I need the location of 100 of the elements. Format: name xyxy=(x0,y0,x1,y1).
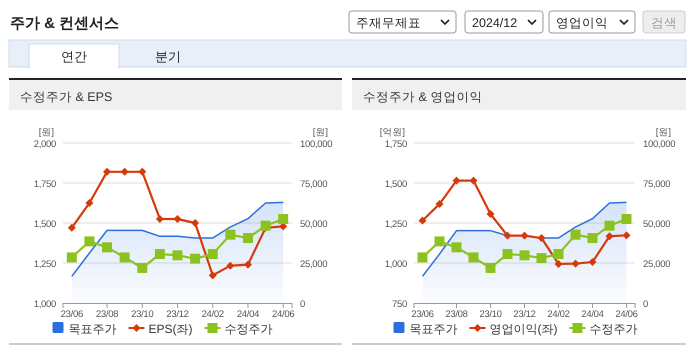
x-tick-label: 23/08 xyxy=(445,309,468,320)
point xyxy=(225,230,236,240)
chart-title: 수정주가 & 영업이익 xyxy=(363,90,482,104)
y-axis-title: [원] xyxy=(38,127,54,138)
y2-tick-label: 100,000 xyxy=(300,139,332,150)
legend-label: 영업이익(좌) xyxy=(490,322,558,336)
y-tick-label: 1,750 xyxy=(384,139,408,150)
x-tick-label: 24/02 xyxy=(202,309,224,320)
point xyxy=(588,258,596,266)
point xyxy=(191,219,200,227)
point xyxy=(606,232,614,240)
y-tick-label: 1,750 xyxy=(34,179,56,190)
x-tick-label: 23/10 xyxy=(479,309,502,320)
text: 2024/12 xyxy=(472,16,518,30)
y-tick-label: 2,000 xyxy=(34,139,56,150)
y-tick-label: 1,250 xyxy=(34,259,56,270)
y2-tick-label: 25,000 xyxy=(300,259,328,270)
point xyxy=(68,224,76,232)
y2-axis-title: [원] xyxy=(656,127,671,138)
legend-label: 수정주가 xyxy=(590,322,638,336)
x-tick-label: 23/12 xyxy=(513,309,536,320)
y2-tick-label: 0 xyxy=(300,299,305,310)
x-tick-label: 24/02 xyxy=(547,309,570,320)
point xyxy=(244,260,252,269)
point xyxy=(604,220,614,231)
point xyxy=(436,200,444,208)
point xyxy=(434,236,444,246)
point xyxy=(572,260,580,268)
x-tick-label: 24/06 xyxy=(272,309,294,320)
point xyxy=(452,176,460,185)
y2-tick-label: 75,000 xyxy=(300,179,328,190)
x-tick-label: 23/06 xyxy=(411,309,434,320)
y-axis-title: [억원] xyxy=(380,127,405,138)
point xyxy=(418,252,428,262)
legend-label: 수정주가 xyxy=(224,322,273,336)
point xyxy=(120,168,129,176)
text: 영업이익 xyxy=(556,16,608,30)
point xyxy=(554,249,564,260)
y2-tick-label: 75,000 xyxy=(643,179,670,190)
legend-label: 목표주가 xyxy=(410,322,458,336)
point xyxy=(486,210,494,218)
x-tick-label: 24/04 xyxy=(236,309,260,320)
y2-tick-label: 50,000 xyxy=(300,219,328,230)
point xyxy=(154,249,165,260)
point xyxy=(622,214,632,224)
point xyxy=(226,262,234,270)
x-tick-label: 24/06 xyxy=(615,309,638,320)
point xyxy=(156,215,164,223)
text: 연간 xyxy=(61,49,87,64)
point xyxy=(66,252,77,262)
text: 주가 & 컨센서스 xyxy=(10,15,120,32)
point xyxy=(520,250,530,260)
point xyxy=(486,262,496,273)
text: 분기 xyxy=(155,49,181,64)
text: 주재무제표 xyxy=(356,16,421,30)
point xyxy=(588,233,598,244)
point xyxy=(174,215,182,223)
point xyxy=(418,216,426,225)
point xyxy=(208,271,217,280)
y2-tick-label: 50,000 xyxy=(643,219,670,230)
point xyxy=(138,168,146,176)
point xyxy=(470,176,478,185)
y2-tick-label: 25,000 xyxy=(643,259,670,270)
point xyxy=(120,252,130,262)
point xyxy=(520,232,528,240)
y2-tick-label: 0 xyxy=(643,299,648,310)
point xyxy=(502,249,512,260)
point xyxy=(102,242,112,252)
chart-title: 수정주가 & EPS xyxy=(20,90,112,104)
x-tick-label: 23/10 xyxy=(131,309,154,320)
text: 검색 xyxy=(651,16,677,30)
x-tick-label: 24/04 xyxy=(581,309,604,320)
y-tick-label: 1,000 xyxy=(384,259,408,270)
point xyxy=(468,252,478,262)
y-tick-label: 750 xyxy=(392,299,408,310)
x-tick-label: 23/08 xyxy=(96,309,118,320)
point xyxy=(84,236,94,246)
point xyxy=(260,220,271,231)
point xyxy=(278,214,288,224)
point xyxy=(137,262,148,273)
y-tick-label: 1,500 xyxy=(384,179,408,190)
x-tick-label: 23/12 xyxy=(166,309,189,320)
x-tick-label: 23/06 xyxy=(60,309,83,320)
point xyxy=(242,233,253,244)
y-tick-label: 1,250 xyxy=(384,219,408,230)
y2-axis-title: [원] xyxy=(312,127,328,138)
point xyxy=(85,199,94,207)
point xyxy=(172,250,182,260)
y-tick-label: 1,500 xyxy=(34,219,56,230)
legend-label: 목표주가 xyxy=(68,322,116,336)
y2-tick-label: 100,000 xyxy=(643,139,676,150)
point xyxy=(208,249,218,260)
point xyxy=(452,242,462,252)
point xyxy=(536,253,546,264)
point xyxy=(504,232,512,240)
point xyxy=(103,168,112,176)
legend-label: EPS(좌) xyxy=(148,322,193,336)
y-tick-label: 1,000 xyxy=(34,299,56,310)
point xyxy=(570,230,580,240)
point xyxy=(622,231,630,240)
